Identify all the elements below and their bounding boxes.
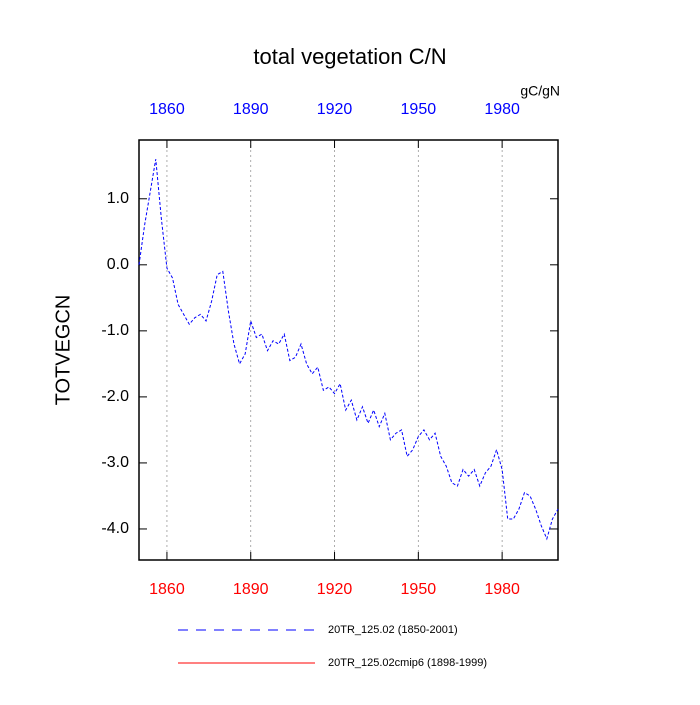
x2-tick-label: 1950 xyxy=(401,101,437,118)
y-tick-label: -4.0 xyxy=(101,520,129,537)
y-tick-label: 1.0 xyxy=(107,190,129,207)
x2-tick-label: 1980 xyxy=(484,101,520,118)
y-tick-label: -1.0 xyxy=(101,322,129,339)
x-tick-label: 1920 xyxy=(317,581,353,598)
y-tick-label: -2.0 xyxy=(101,388,129,405)
series-line xyxy=(138,159,559,541)
legend-label: 20TR_125.02 (1850-2001) xyxy=(328,624,458,636)
plot-frame xyxy=(138,139,559,561)
x2-tick-label: 1860 xyxy=(149,101,185,118)
x-tick-label: 1950 xyxy=(401,581,437,598)
y-tick-label: -3.0 xyxy=(101,454,129,471)
x2-tick-label: 1920 xyxy=(317,101,353,118)
y-axis-label: TOTVEGCN xyxy=(52,295,74,406)
legend-label: 20TR_125.02cmip6 (1898-1999) xyxy=(328,657,487,669)
y-tick-label: 0.0 xyxy=(107,256,129,273)
units-label: gC/gN xyxy=(520,83,560,99)
x2-tick-label: 1890 xyxy=(233,101,269,118)
chart-title: total vegetation C/N xyxy=(253,44,446,69)
x-tick-label: 1890 xyxy=(233,581,269,598)
x-tick-label: 1860 xyxy=(149,581,185,598)
x-tick-label: 1980 xyxy=(484,581,520,598)
